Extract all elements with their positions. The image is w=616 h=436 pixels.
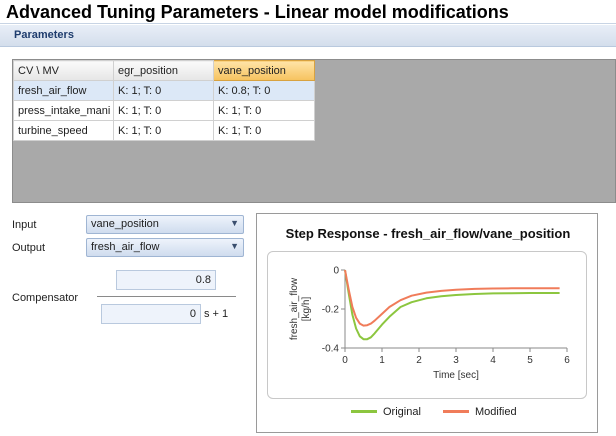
row-header-cv[interactable]: press_intake_mani: [13, 100, 114, 121]
grid-cell[interactable]: K: 1; T: 0: [113, 120, 214, 141]
row-header-cv[interactable]: fresh_air_flow: [13, 80, 114, 101]
denominator-input[interactable]: 0: [101, 304, 201, 324]
legend-swatch-modified: [443, 409, 469, 413]
input-label: Input: [12, 219, 37, 231]
parameters-grid-area: CV \ MV egr_position vane_position fresh…: [12, 59, 616, 203]
column-header-cv-mv[interactable]: CV \ MV: [13, 60, 114, 81]
plot-frame: [267, 251, 587, 399]
output-select-value: fresh_air_flow: [91, 241, 160, 253]
dropdown-arrow-icon[interactable]: ▼: [230, 241, 239, 251]
x-tick-label: 4: [490, 355, 496, 366]
table-row[interactable]: turbine_speed K: 1; T: 0 K: 1; T: 0: [13, 120, 315, 141]
grid-cell[interactable]: K: 1; T: 0: [213, 120, 315, 141]
fraction-line: [97, 296, 236, 297]
x-tick-label: 2: [416, 355, 422, 366]
x-tick-label: 1: [379, 355, 385, 366]
row-header-cv[interactable]: turbine_speed: [13, 120, 114, 141]
output-select[interactable]: fresh_air_flow ▼: [86, 238, 244, 257]
chart-legend: Original Modified: [257, 406, 599, 422]
x-tick-label: 0: [342, 355, 348, 366]
denominator-suffix: s + 1: [204, 308, 229, 320]
legend-label-original: Original: [383, 406, 421, 418]
parameters-section-header[interactable]: Parameters: [0, 25, 616, 47]
grid-cell[interactable]: K: 1; T: 0: [113, 100, 214, 121]
x-tick-label: 3: [453, 355, 459, 366]
numerator-input[interactable]: 0.8: [116, 270, 216, 290]
output-label: Output: [12, 242, 46, 254]
step-response-panel: Step Response - fresh_air_flow/vane_posi…: [256, 213, 598, 433]
y-tick-label: -0.4: [322, 344, 340, 355]
series-line-original: [344, 269, 560, 341]
grid-cell[interactable]: K: 1; T: 0: [113, 80, 214, 101]
grid-cell-selected[interactable]: K: 0.8; T: 0: [213, 80, 315, 101]
legend-swatch-original: [351, 409, 377, 413]
column-header-vane-position[interactable]: vane_position: [213, 60, 315, 81]
compensator-label: Compensator: [12, 292, 79, 304]
dropdown-arrow-icon[interactable]: ▼: [230, 218, 239, 228]
x-axis-label: Time [sec]: [433, 370, 479, 381]
series-line-modified: [344, 269, 560, 327]
y-axis-unit-label: [kg/h]: [301, 297, 312, 322]
grid-cell[interactable]: K: 1; T: 0: [213, 100, 315, 121]
legend-item-modified[interactable]: Modified: [443, 406, 517, 418]
x-tick-label: 5: [527, 355, 533, 366]
y-tick-label: 0: [333, 266, 339, 277]
title-bar: Advanced Tuning Parameters - Linear mode…: [0, 0, 616, 24]
x-tick-label: 6: [564, 355, 570, 366]
parameters-grid: CV \ MV egr_position vane_position fresh…: [13, 60, 315, 141]
y-tick-label: -0.2: [322, 305, 340, 316]
input-select[interactable]: vane_position ▼: [86, 215, 244, 234]
legend-item-original[interactable]: Original: [351, 406, 421, 418]
y-axis-label: fresh_air_flow: [289, 277, 300, 340]
column-header-egr-position[interactable]: egr_position: [113, 60, 214, 81]
step-response-chart: 0 1 2 3 4 5 6 0 -0.2 -0.4 Time [sec] fresh_air_flow…: [289, 266, 570, 382]
legend-label-modified: Modified: [475, 406, 517, 418]
input-select-value: vane_position: [91, 218, 159, 230]
window-title: Advanced Tuning Parameters - Linear mode…: [6, 2, 509, 22]
table-row[interactable]: fresh_air_flow K: 1; T: 0 K: 0.8; T: 0: [13, 80, 315, 101]
table-row[interactable]: press_intake_mani K: 1; T: 0 K: 1; T: 0: [13, 100, 315, 121]
chart-title: Step Response - fresh_air_flow/vane_posi…: [285, 226, 571, 241]
section-title: Parameters: [14, 29, 74, 41]
